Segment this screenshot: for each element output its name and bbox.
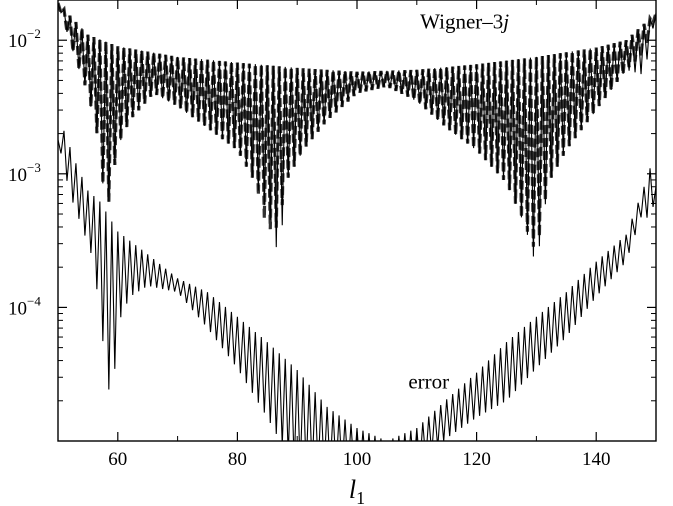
tick-layer bbox=[57, 0, 657, 441]
x-axis-title: l1 bbox=[349, 475, 365, 506]
series-layer bbox=[58, 2, 656, 441]
annotation-text: Wigner–3 bbox=[420, 10, 503, 34]
y-tick-label: 10−4 bbox=[8, 293, 41, 319]
y-tick-exponent: −2 bbox=[27, 26, 41, 41]
y-tick-label: 10−2 bbox=[8, 26, 41, 52]
series-line-2 bbox=[58, 2, 656, 257]
x-tick-label: 120 bbox=[462, 449, 491, 470]
y-tick-base: 10 bbox=[8, 165, 27, 186]
y-tick-exponent: −4 bbox=[27, 293, 41, 308]
annotation-error: error bbox=[408, 369, 449, 393]
x-tick-label: 140 bbox=[582, 449, 611, 470]
y-tick-base: 10 bbox=[8, 31, 27, 52]
x-tick-label: 60 bbox=[108, 449, 127, 470]
x-axis-title-main: l bbox=[349, 475, 356, 504]
annotation-wigner: Wigner–3j bbox=[420, 10, 509, 34]
annotation-text: error bbox=[408, 369, 449, 393]
series-line-1 bbox=[58, 2, 656, 247]
y-tick-label: 10−3 bbox=[8, 160, 41, 186]
annotation-italic: j bbox=[500, 10, 509, 34]
series-line-3 bbox=[58, 130, 656, 441]
x-axis-title-subscript: 1 bbox=[356, 488, 365, 506]
x-tick-label: 80 bbox=[228, 449, 247, 470]
label-layer: 60 80 100 120 14010−410−310−2l1Wigner–3jerro… bbox=[8, 10, 610, 506]
y-tick-base: 10 bbox=[8, 298, 27, 319]
x-tick-label: 100 bbox=[343, 449, 372, 470]
y-tick-exponent: −3 bbox=[27, 160, 41, 175]
